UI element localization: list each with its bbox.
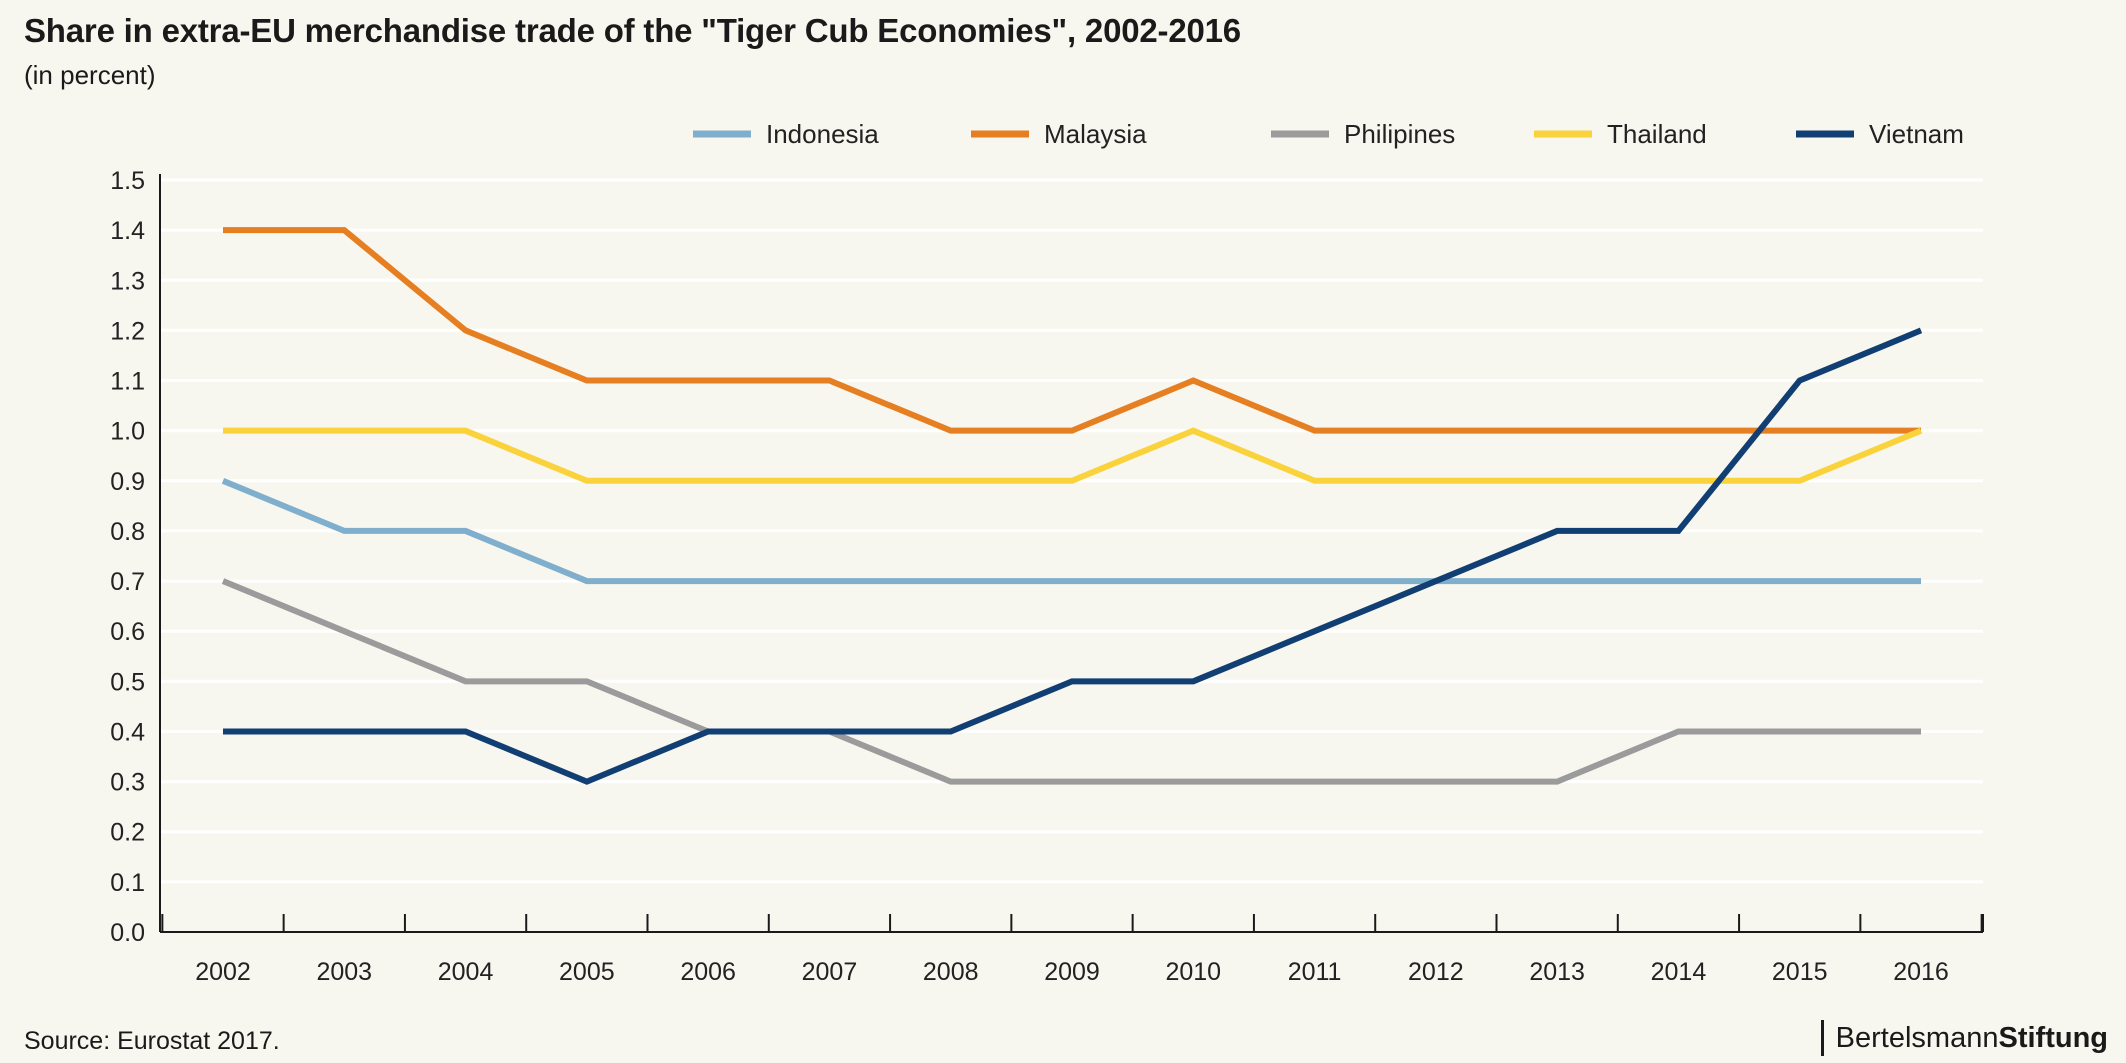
y-tick-label: 0.2	[110, 819, 145, 847]
series-line-malaysia	[223, 227, 1921, 434]
x-tick-label: 2004	[438, 958, 494, 986]
series-line-indonesia	[221, 478, 1921, 585]
y-tick-label: 0.1	[110, 869, 145, 897]
chart-title: Share in extra-EU merchandise trade of t…	[24, 12, 1241, 49]
y-tick-label: 0.0	[110, 919, 145, 947]
brand-logo: BertelsmannStiftung	[1820, 1020, 2108, 1056]
chart-subtitle: (in percent)	[24, 60, 156, 90]
series-line-philipines	[221, 578, 1921, 785]
y-axis-ticks: 0.0 0.1 0.2 0.3 0.4 0.5 0.6 0.7 0.8 0.9 1.0 1.1 1.2 1…	[110, 167, 145, 947]
legend-label-indonesia: Indonesia	[766, 119, 879, 149]
legend-label-vietnam: Vietnam	[1869, 119, 1964, 149]
y-tick-label: 0.6	[110, 618, 145, 646]
legend-label-malaysia: Malaysia	[1044, 119, 1147, 149]
x-tick-label: 2011	[1288, 958, 1342, 986]
x-tick-label: 2015	[1772, 958, 1828, 986]
x-tick-label: 2012	[1408, 958, 1464, 986]
legend-label-thailand: Thailand	[1607, 119, 1707, 149]
brand-name-part1: Bertelsmann	[1835, 1022, 1999, 1054]
x-tick-label: 2006	[680, 958, 736, 986]
brand-name-part2: Stiftung	[1998, 1022, 2108, 1054]
x-tick-label: 2007	[802, 958, 858, 986]
y-tick-label: 1.4	[110, 217, 145, 245]
y-tick-label: 1.1	[110, 368, 145, 396]
y-tick-label: 1.2	[110, 317, 145, 345]
y-tick-label: 1.0	[110, 418, 145, 446]
x-tick-label: 2005	[559, 958, 615, 986]
y-tick-label: 1.3	[110, 267, 145, 295]
x-tick-label: 2014	[1651, 958, 1707, 986]
y-tick-label: 1.5	[110, 167, 145, 195]
y-tick-label: 0.9	[110, 468, 145, 496]
legend: Indonesia Malaysia Philipines Thailand Vietn…	[693, 119, 1964, 149]
x-tick-label: 2002	[195, 958, 251, 986]
y-tick-label: 0.5	[110, 668, 145, 696]
legend-label-philipines: Philipines	[1344, 119, 1455, 149]
y-tick-label: 0.4	[110, 718, 145, 746]
x-tick-label: 2009	[1044, 958, 1100, 986]
x-axis-ticks: 2002 2003 2004 2005 2006 2007 2008 2009 2010 2011…	[195, 958, 1949, 986]
x-tick-label: 2008	[923, 958, 979, 986]
series-lines	[221, 227, 1923, 785]
axes	[159, 174, 1984, 933]
x-tick-label: 2013	[1529, 958, 1585, 986]
y-tick-label: 0.8	[110, 518, 145, 546]
source-note: Source: Eurostat 2017.	[24, 1027, 280, 1055]
x-tick-label: 2016	[1893, 958, 1949, 986]
series-line-vietnam	[223, 327, 1923, 785]
series-line-thailand	[223, 427, 1923, 484]
x-tick-label: 2003	[316, 958, 372, 986]
y-tick-label: 0.7	[110, 568, 145, 596]
x-tick-label: 2010	[1165, 958, 1221, 986]
y-tick-label: 0.3	[110, 769, 145, 797]
